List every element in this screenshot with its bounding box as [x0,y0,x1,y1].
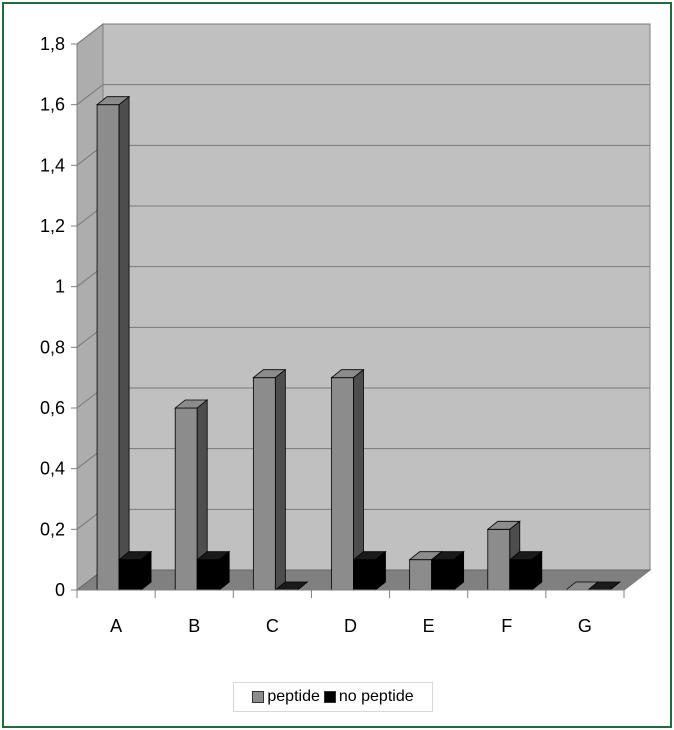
x-tick-label: A [110,616,122,636]
bars [95,95,622,591]
bar [95,95,131,591]
bar-chart: 0 0,2 0,4 0,6 0,8 1 1,2 1,4 1,6 1,8 A B C D E F G [40,22,652,636]
bar-side [375,550,386,591]
legend-label-peptide: peptide [267,688,320,705]
bar-front [118,559,142,591]
bar-side [609,581,621,591]
bar [196,550,231,591]
y-tick-label: 1,4 [40,155,65,175]
bar-front [96,104,120,591]
legend-swatch-no-peptide [323,691,336,703]
bar-side [453,550,465,591]
bar [330,368,365,591]
x-tick-label: B [188,616,200,636]
gridline-side [76,23,104,45]
y-tick-label: 0,8 [40,337,65,357]
bar-front [509,559,533,591]
bar-side [140,550,152,591]
y-tick-label: 0,6 [40,398,65,418]
bar-side [297,581,308,591]
bar [174,399,209,591]
y-tick-label: 0,2 [40,519,65,539]
x-tick-label: D [344,616,357,636]
legend-swatch-peptide [252,691,265,703]
bar-side [531,550,543,591]
bar-front [174,407,198,591]
bar [508,550,543,591]
x-tick-label: G [578,616,592,636]
legend-item-no-peptide: no peptide [323,688,414,706]
legend-item-peptide: peptide [252,688,320,706]
legend-label-no-peptide: no peptide [338,688,414,705]
y-tick-label: 0,4 [40,459,65,479]
y-tick-label: 1,2 [40,216,65,236]
y-axis: 0 0,2 0,4 0,6 0,8 1 1,2 1,4 1,6 1,8 [40,34,78,600]
x-tick-label: F [501,616,512,636]
bar-side [274,368,286,591]
y-tick-label: 1,8 [40,34,65,54]
bar [252,368,287,591]
y-tick-label: 1 [55,277,65,297]
bar-front [252,377,276,591]
y-tick-label: 0 [55,580,65,600]
x-axis: A B C D E F G [76,569,651,636]
y-tick-label: 1,6 [40,95,65,115]
bar-front [431,559,455,591]
bar [352,550,387,591]
bar-side [118,95,130,591]
gridline-side [76,84,104,106]
x-axis-edge [623,569,651,591]
bar-front [331,377,354,591]
bar [117,550,153,591]
x-tick-label: E [423,616,435,636]
legend: peptide no peptide [233,682,433,712]
bar [430,550,465,591]
bar-front [353,559,376,591]
bar-front [196,559,220,591]
x-tick-label: C [266,616,279,636]
bar-side [218,550,230,591]
bar-front [487,528,511,591]
bar-front [409,559,433,591]
